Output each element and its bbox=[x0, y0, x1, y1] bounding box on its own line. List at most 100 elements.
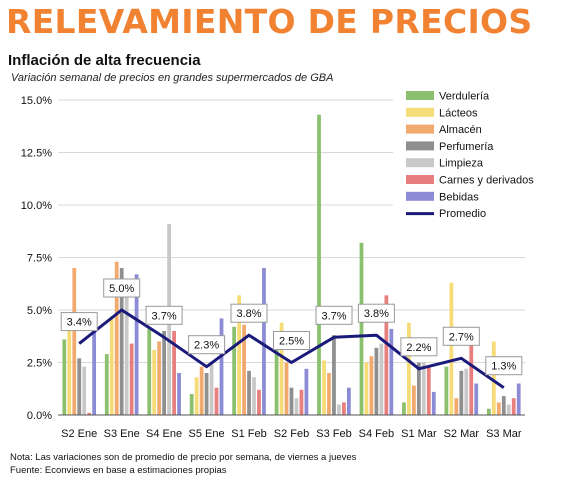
bar bbox=[416, 362, 421, 415]
bar bbox=[237, 295, 241, 415]
bar bbox=[82, 366, 87, 415]
bar bbox=[332, 335, 336, 415]
legend-item: Bebidas bbox=[406, 191, 479, 203]
data-label-box bbox=[230, 303, 268, 323]
bar bbox=[189, 394, 194, 415]
x-tick-label: S1 Feb bbox=[231, 428, 266, 440]
bar bbox=[374, 347, 379, 415]
x-tick-label: S2 Ene bbox=[61, 428, 97, 440]
legend-label: Lácteos bbox=[439, 107, 478, 119]
legend-label: Perfumería bbox=[439, 141, 494, 153]
bar bbox=[317, 114, 321, 415]
bar bbox=[304, 368, 309, 415]
data-label-text: 2.7% bbox=[449, 331, 474, 343]
average-data-label: 2.3% bbox=[188, 335, 226, 355]
legend-label: Limpieza bbox=[439, 158, 484, 170]
bar bbox=[72, 268, 77, 415]
legend-swatch bbox=[406, 175, 434, 184]
bar bbox=[454, 398, 459, 415]
bar bbox=[119, 268, 124, 415]
bar bbox=[214, 387, 219, 415]
x-tick-label: S4 Feb bbox=[359, 428, 394, 440]
data-label-text: 1.3% bbox=[491, 361, 516, 373]
data-label-text: 2.5% bbox=[279, 336, 304, 348]
average-data-label: 3.8% bbox=[230, 303, 268, 323]
bar bbox=[407, 322, 411, 415]
legend-label: Carnes y derivados bbox=[439, 175, 534, 187]
legend-item: Lácteos bbox=[406, 107, 478, 119]
average-line bbox=[78, 308, 505, 389]
bar bbox=[469, 341, 474, 415]
bar bbox=[279, 322, 284, 415]
legend-item: Limpieza bbox=[406, 158, 484, 170]
average-line-path bbox=[78, 308, 505, 389]
legend-item: Verdulería bbox=[406, 91, 490, 103]
y-tick-label: 12.5% bbox=[21, 148, 52, 160]
bar bbox=[444, 366, 449, 415]
bar bbox=[194, 377, 199, 415]
bar bbox=[459, 370, 464, 415]
legend-swatch bbox=[406, 141, 434, 151]
bar bbox=[209, 362, 214, 415]
data-label-text: 5.0% bbox=[109, 283, 134, 295]
data-label-box bbox=[485, 356, 523, 376]
bar bbox=[474, 383, 479, 415]
average-data-label: 3.4% bbox=[60, 312, 98, 332]
chart-title: Inflación de alta frecuencia bbox=[8, 52, 201, 69]
legend-swatch bbox=[406, 158, 434, 168]
legend-item: Almacén bbox=[406, 124, 482, 136]
bar bbox=[252, 377, 256, 415]
legend-swatch bbox=[406, 124, 434, 134]
page-banner: RELEVAMIENTO DE PRECIOS bbox=[6, 2, 533, 41]
bar bbox=[426, 366, 431, 415]
bar bbox=[257, 389, 261, 415]
average-data-label: 2.2% bbox=[400, 337, 438, 357]
data-label-box bbox=[357, 303, 395, 323]
bar bbox=[152, 349, 157, 415]
legend-swatch bbox=[406, 191, 434, 201]
bar bbox=[284, 362, 289, 415]
bar bbox=[134, 274, 139, 415]
bar bbox=[77, 358, 82, 415]
y-tick-label: 10.0% bbox=[21, 200, 52, 212]
data-label-box bbox=[103, 278, 141, 298]
bar bbox=[346, 387, 351, 415]
average-data-label: 5.0% bbox=[103, 278, 141, 298]
bar bbox=[412, 385, 416, 415]
legend-item: Perfumería bbox=[406, 141, 494, 153]
bar bbox=[327, 373, 331, 415]
bar bbox=[124, 278, 129, 415]
data-label-box bbox=[442, 326, 480, 346]
x-tick-label: S2 Mar bbox=[444, 428, 480, 440]
bar bbox=[289, 387, 294, 415]
bar bbox=[262, 268, 266, 415]
bar bbox=[204, 373, 209, 415]
bar bbox=[247, 370, 251, 415]
bar bbox=[104, 354, 109, 415]
data-label-text: 3.7% bbox=[321, 310, 346, 322]
data-label-box bbox=[145, 305, 183, 325]
data-label-box bbox=[273, 331, 310, 350]
bar bbox=[359, 242, 364, 415]
y-tick-label: 15.0% bbox=[21, 95, 52, 107]
footnote: Nota: Las variaciones son de promedio de… bbox=[10, 452, 357, 463]
bar bbox=[92, 331, 97, 415]
bar bbox=[129, 343, 134, 415]
bar bbox=[486, 408, 491, 415]
bar bbox=[242, 324, 246, 415]
bar bbox=[109, 316, 114, 415]
average-data-labels: 3.4% 5.0% 3.7% 2.3% 3.8% 2.5% 3.7% 3.8% 2.2% 2.7%… bbox=[60, 278, 523, 376]
bar bbox=[389, 328, 394, 415]
average-data-label: 2.5% bbox=[273, 331, 310, 350]
bar bbox=[322, 360, 326, 415]
legend-label: Almacén bbox=[439, 124, 482, 136]
bar bbox=[114, 261, 119, 415]
bar bbox=[232, 326, 237, 415]
legend: Verdulería Lácteos Almacén Perfumería Limpie… bbox=[393, 86, 534, 220]
bar bbox=[384, 295, 389, 415]
data-label-text: 2.3% bbox=[194, 340, 219, 352]
bar bbox=[516, 383, 521, 415]
bar bbox=[219, 318, 224, 415]
bar bbox=[506, 404, 511, 415]
average-data-label: 1.3% bbox=[485, 356, 523, 376]
